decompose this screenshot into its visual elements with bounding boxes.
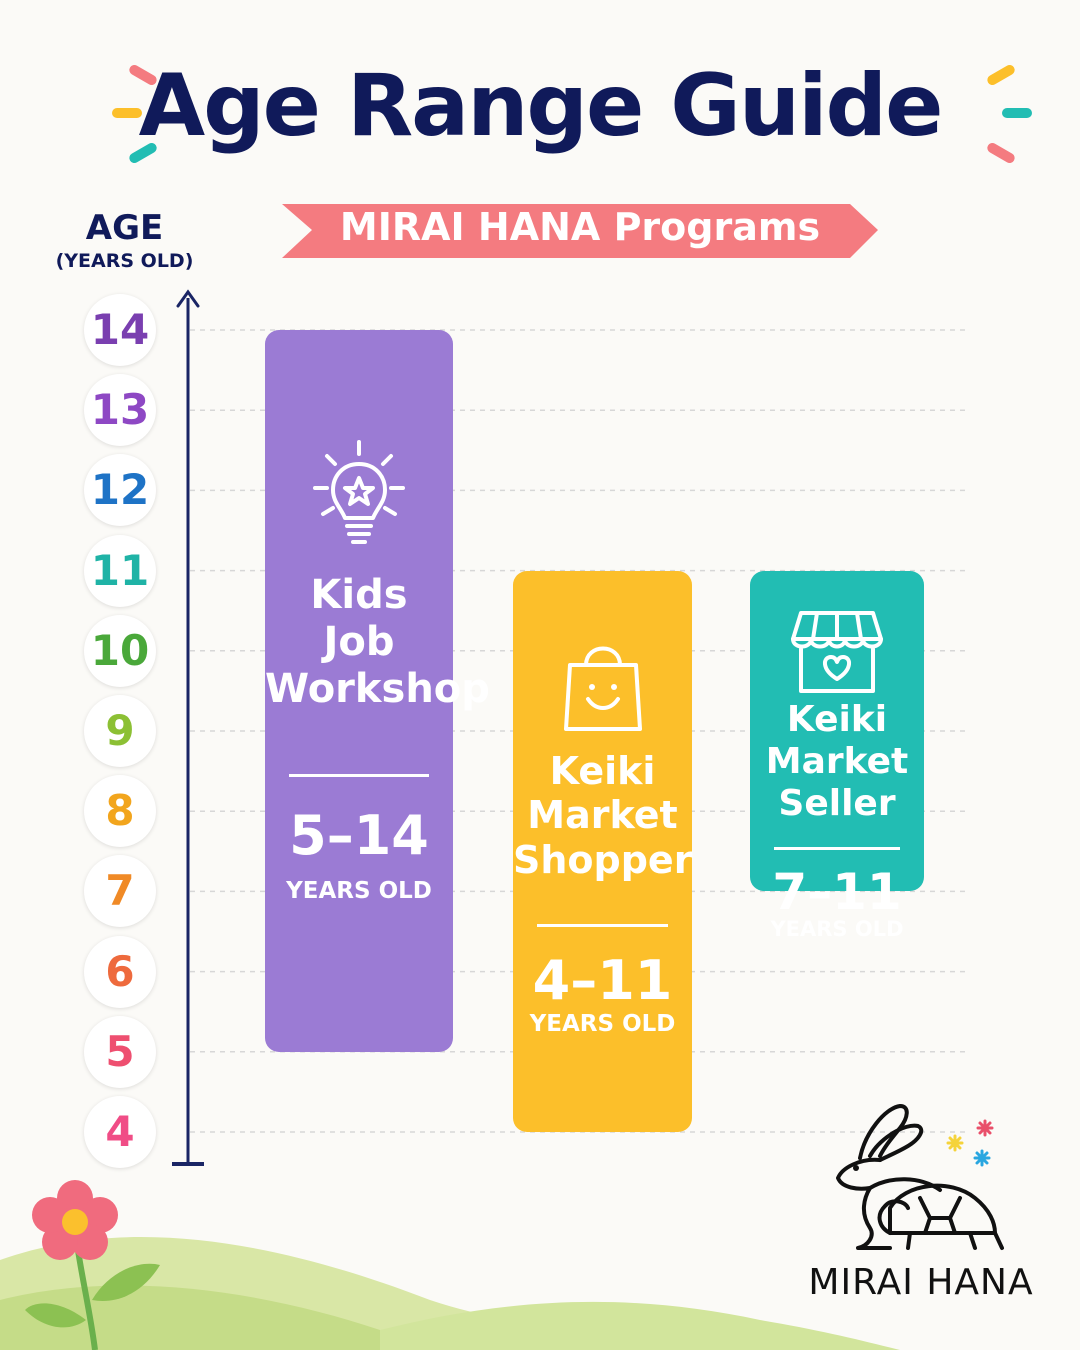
y-axis-sublabel: (YEARS OLD) [55,250,194,272]
brand-name: MIRAI HANA [808,1262,1034,1303]
bar-unit-label: YEARS OLD [286,878,432,904]
shop-heart-icon [787,607,887,701]
y-tick-label: 14 [84,294,156,366]
bar-range-label: 5–14 [289,804,429,867]
bar-label-line: Seller [778,782,896,824]
bar-label: Keiki Market Shopper [513,749,692,882]
bar-divider [774,846,900,850]
y-tick-label: 5 [84,1015,156,1088]
bar-label: Kids Job Workshop [265,572,490,712]
lightbulb-star-icon [309,438,409,562]
bar-label-line: Keiki [549,748,656,793]
y-tick-label: 4 [84,1096,156,1168]
y-tick-label: 12 [84,454,156,527]
bar-label-line: Shopper [513,837,693,882]
y-axis-label: AGE [85,208,164,248]
range-bar: Keiki Market Shopper 4–11 YEARS OLD [513,570,692,1132]
bar-divider [289,774,429,777]
bar-label-line: Market [765,740,909,782]
shopping-bag-smile-icon [558,629,648,743]
bar-label: Keiki Market Seller [750,699,924,825]
bar-unit-label: YEARS OLD [529,1010,676,1037]
chart-title: Age Range Guide [138,56,944,156]
y-tick-label: 11 [84,534,156,607]
bar-label-line: Job [323,618,395,665]
y-tick-label: 13 [84,374,156,447]
range-bar: Kids Job Workshop 5–14 YEARS OLD [265,330,490,1052]
bar-label-line: Kids [310,572,408,618]
range-bar: Keiki Market Seller 7–11 YEARS OLD [750,570,924,941]
bar-divider [537,923,668,927]
subtitle-ribbon [282,204,878,258]
y-tick-label: 6 [84,935,156,1008]
y-tick-label: 7 [84,855,156,928]
y-tick-label: 9 [84,695,156,767]
chart-subtitle: MIRAI HANA Programs [339,205,821,249]
bar-label-line: Workshop [265,665,490,712]
flower-decoration [25,1180,160,1350]
rabbit-turtle-logo [836,1104,1004,1250]
bar-range-label: 7–11 [772,862,902,921]
y-tick-label: 10 [84,614,156,687]
bar-label-line: Market [527,793,678,838]
y-axis-arrow [176,289,200,308]
bar-unit-label: YEARS OLD [770,916,904,941]
bar-label-line: Keiki [786,698,888,740]
y-tick-label: 8 [84,775,156,848]
bar-range-label: 4–11 [532,948,673,1012]
